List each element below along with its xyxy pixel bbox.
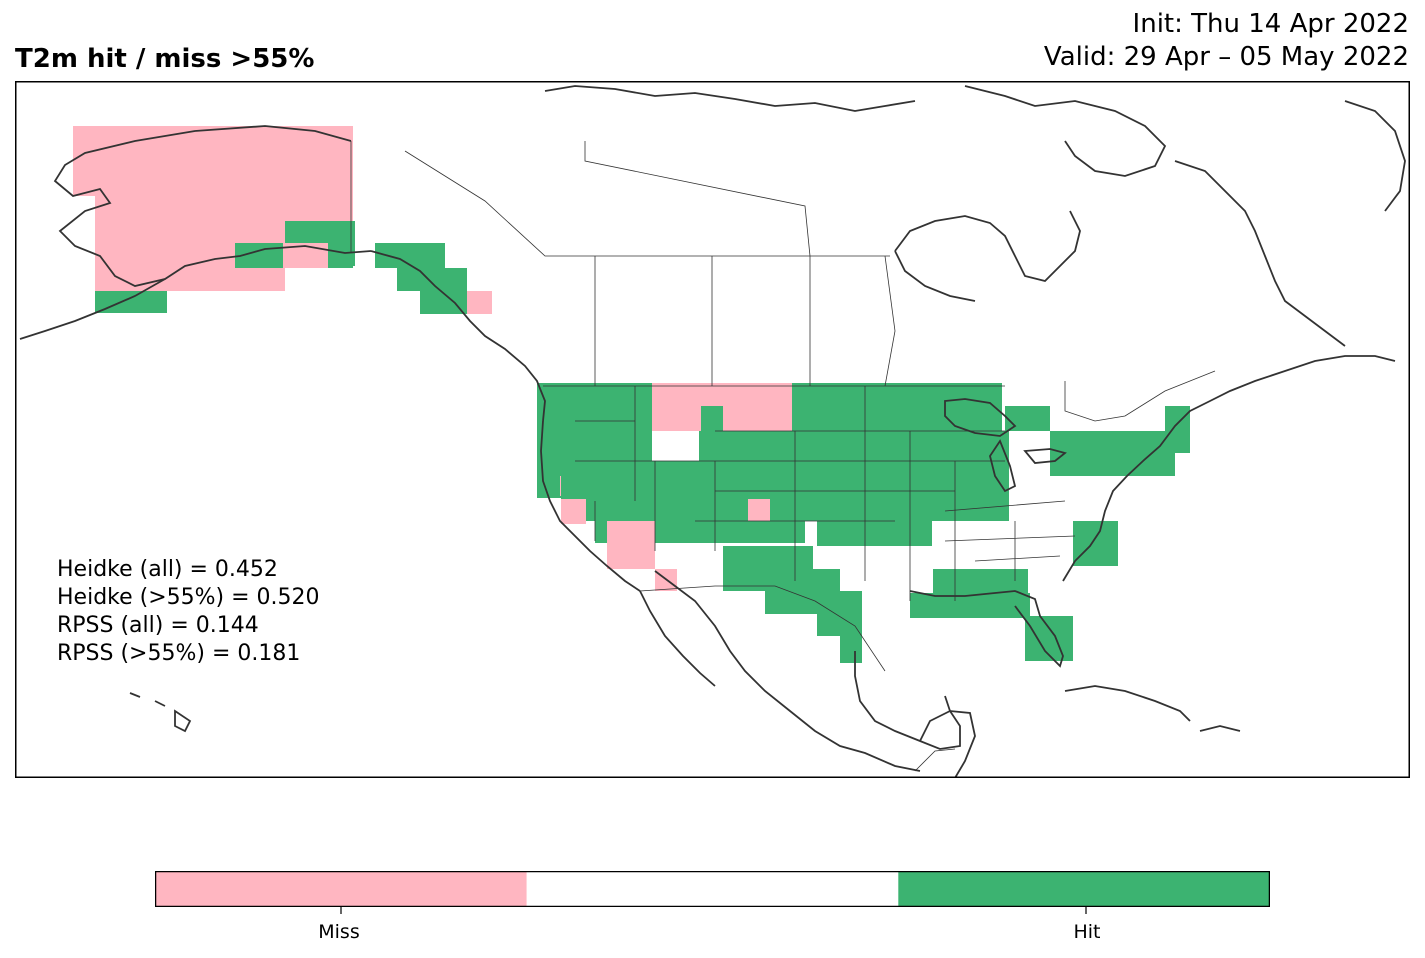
forecast-dates: Init: Thu 14 Apr 2022 Valid: 29 Apr – 05… [1044,8,1409,74]
hit-cell [95,291,167,313]
hit-cell [840,613,862,663]
map-title: T2m hit / miss >55% [15,44,315,74]
hit-cell [933,569,1028,594]
rpss-all: RPSS (all) = 0.144 [57,613,259,638]
colorbar-neutral-segment [526,871,899,907]
hit-cell [1025,616,1073,661]
hit-cell [792,383,1002,431]
hit-cell [910,593,1030,618]
hit-cell [817,521,932,546]
tick-label-hit: Hit [1073,921,1101,943]
heidke-all: Heidke (all) = 0.452 [57,557,278,582]
hit-cell [701,406,723,431]
map-panel [15,81,1410,778]
hit-cell [328,243,353,268]
miss-cell [95,151,165,196]
tick-label-miss: Miss [318,921,360,943]
hit-cell [1165,406,1190,453]
coastlines [19,85,1406,778]
heidke-55: Heidke (>55%) = 0.520 [57,585,320,610]
colorbar-miss-segment [155,871,527,907]
hit-cell [397,268,467,291]
north-america-map [15,81,1410,778]
hit-cell [1050,431,1175,476]
miss-cell [467,291,492,314]
miss-cell [561,499,586,524]
miss-cell [607,521,655,569]
skill-scores: Heidke (all) = 0.452 Heidke (>55%) = 0.5… [57,556,320,668]
miss-cell [73,151,95,196]
map-border [15,81,1410,778]
colorbar [155,871,1270,907]
political-borders [350,141,1216,772]
hit-cell [420,291,467,314]
colorbar-ticks [340,907,1087,914]
colorbar-hit-segment [898,871,1270,907]
valid-period: Valid: 29 Apr – 05 May 2022 [1043,42,1409,72]
miss-cell [748,499,770,521]
hit-cell [1073,521,1118,566]
rpss-55: RPSS (>55%) = 0.181 [57,641,301,666]
init-date: Init: Thu 14 Apr 2022 [1132,9,1409,39]
